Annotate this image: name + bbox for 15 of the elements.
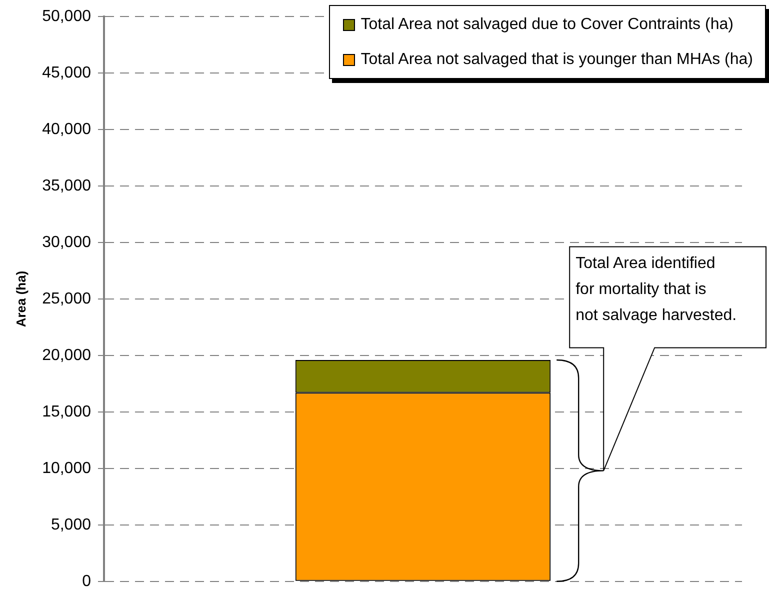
legend-label: Total Area not salvaged that is younger than MHAs (ha) bbox=[360, 50, 753, 68]
y-tick-label: 0 bbox=[82, 572, 92, 590]
y-tick-label: 35,000 bbox=[42, 177, 92, 194]
y-tick-label: 40,000 bbox=[42, 120, 92, 138]
annotation: Total Area identified for mortality that is not salvage harvested. bbox=[576, 254, 738, 326]
y-tick-label: 10,000 bbox=[42, 460, 92, 477]
y-tick-label: 30,000 bbox=[42, 234, 92, 251]
y-tick-label: 20,000 bbox=[42, 346, 92, 364]
y-tick-label: 5,000 bbox=[50, 516, 92, 534]
y-tick-label: 25,000 bbox=[42, 290, 92, 308]
y-tick-label: 15,000 bbox=[42, 403, 92, 420]
y-tick-label: 45,000 bbox=[42, 64, 92, 82]
legend-label: Total Area not salvaged due to Cover Contraints (ha) bbox=[360, 16, 734, 34]
y-axis-title: Area (ha) bbox=[13, 270, 28, 328]
y-tick-label: 50,000 bbox=[42, 8, 92, 26]
